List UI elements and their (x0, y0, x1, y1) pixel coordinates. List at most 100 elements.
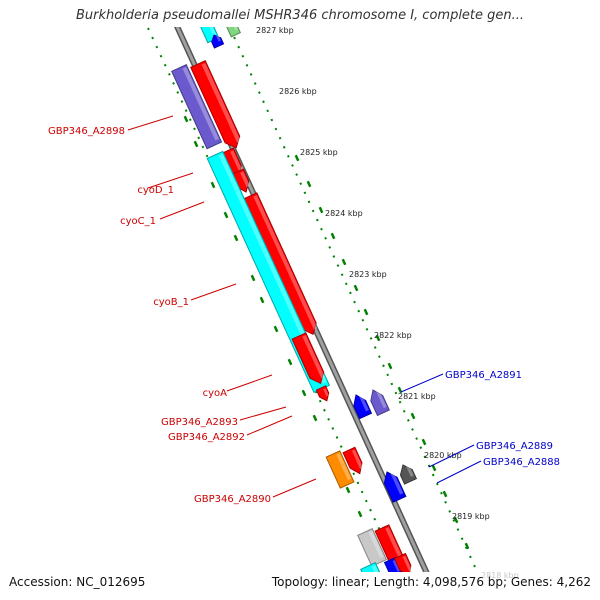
scale-major-tick (287, 358, 293, 366)
gene-feature (315, 385, 330, 402)
gene-shape (353, 394, 373, 420)
scale-tick-label: 2821 kbp (398, 392, 436, 401)
gene-shape (171, 64, 223, 150)
scale-major-tick (301, 389, 307, 397)
gene-shine (230, 150, 243, 172)
gene-shine (351, 449, 364, 470)
gene-shine (336, 453, 352, 481)
gene-label[interactable]: GBP346_A2893 (161, 417, 238, 428)
scale-major-tick (330, 232, 336, 240)
gene-feature (370, 389, 390, 417)
scale-major-tick (353, 284, 359, 292)
scale-major-tick (375, 334, 381, 342)
scale-major-tick (294, 154, 300, 162)
gene-label-leader (246, 415, 293, 436)
gene-shine (392, 559, 401, 572)
scale-major-tick (312, 414, 318, 422)
gene-label-leader (272, 478, 317, 498)
gene-feature (291, 332, 325, 385)
scale-major-tick (306, 180, 312, 188)
gene-shine (358, 394, 369, 412)
gene-shine (375, 389, 387, 409)
gene-shine (216, 35, 221, 42)
gene-shape (325, 450, 355, 489)
scale-major-tick (318, 206, 324, 214)
gene-shine (402, 555, 413, 572)
gene-shape (315, 385, 330, 402)
gene-feature (171, 64, 223, 150)
gene-label-leader (147, 172, 194, 189)
scale-tick-label: 2818 kbp (481, 571, 519, 580)
gene-shape (383, 471, 407, 503)
scale-major-tick (210, 181, 216, 189)
scale-major-tick (250, 274, 256, 282)
gene-feature (211, 34, 225, 49)
scale-major-tick (363, 308, 369, 316)
scale-tick-label: 2827 kbp (256, 26, 294, 35)
scale-tick-label: 2826 kbp (279, 87, 317, 96)
gene-shine (182, 66, 219, 141)
scale-major-tick (183, 115, 189, 123)
accession-text: Accession: NC_012695 (9, 575, 146, 589)
scale-tick-label: 2820 kbp (424, 451, 462, 460)
gene-label-leader (428, 444, 475, 468)
scale-major-tick (259, 296, 265, 304)
gene-feature (353, 394, 373, 420)
scale-major-tick (233, 234, 239, 242)
gene-label[interactable]: cyoC_1 (120, 216, 156, 227)
gene-feature (383, 471, 407, 503)
gene-shape (190, 60, 241, 149)
gene-shine (253, 195, 318, 330)
gene-shape (291, 332, 325, 385)
gene-label-leader (159, 201, 205, 220)
scale-tick-label: 2823 kbp (349, 270, 387, 279)
gene-shine (240, 171, 250, 188)
gene-label-leader (239, 406, 287, 421)
gene-shine (385, 527, 404, 562)
gene-label[interactable]: cyoB_1 (153, 297, 189, 308)
gene-label[interactable]: cyoA (203, 388, 228, 399)
gene-shape (242, 192, 317, 336)
gene-shine (390, 471, 404, 495)
gene-label[interactable]: GBP346_A2889 (476, 441, 553, 452)
scale-major-tick (341, 258, 347, 266)
gene-shape (399, 464, 418, 485)
gene-shine (368, 530, 384, 559)
gene-labels: GBP346_A2898 cyoD_1 cyoC_1 cyoB_1 cyoA GBP346… (48, 115, 560, 505)
gene-shine (207, 27, 217, 36)
gene-label[interactable]: GBP346_A2898 (48, 126, 125, 137)
gene-shape (342, 446, 363, 475)
scale-major-tick (410, 412, 416, 420)
gene-feature (399, 464, 418, 485)
gene-shape (370, 389, 390, 417)
gene-shine (371, 564, 382, 572)
gene-label-leader (226, 374, 273, 392)
gene-feature (342, 446, 364, 475)
gene-label[interactable]: cyoD_1 (137, 185, 174, 196)
scale-major-tick (357, 510, 363, 518)
gene-feature (206, 150, 331, 394)
scale-major-tick (345, 486, 351, 494)
scale-major-tick (387, 362, 393, 370)
gene-shine (302, 335, 325, 379)
gene-feature (224, 27, 242, 38)
scale-major-tick (421, 438, 427, 446)
gene-label[interactable]: GBP346_A2891 (445, 370, 522, 381)
gene-label[interactable]: GBP346_A2890 (194, 494, 271, 505)
gene-feature (393, 552, 413, 572)
gene-shine (405, 464, 414, 477)
gene-label-leader (400, 373, 444, 393)
gene-shape (393, 552, 412, 572)
gene-label[interactable]: GBP346_A2892 (168, 432, 245, 443)
gene-feature (360, 562, 385, 572)
gene-shine (323, 388, 329, 397)
gene-feature (325, 450, 355, 489)
gene-shine (218, 153, 327, 384)
gene-feature (242, 192, 318, 336)
gene-label[interactable]: GBP346_A2888 (483, 457, 560, 468)
gene-label-leader (127, 115, 174, 131)
gene-label-leader (190, 283, 237, 301)
scale-major-tick (442, 490, 448, 498)
scale-major-tick (431, 464, 437, 472)
